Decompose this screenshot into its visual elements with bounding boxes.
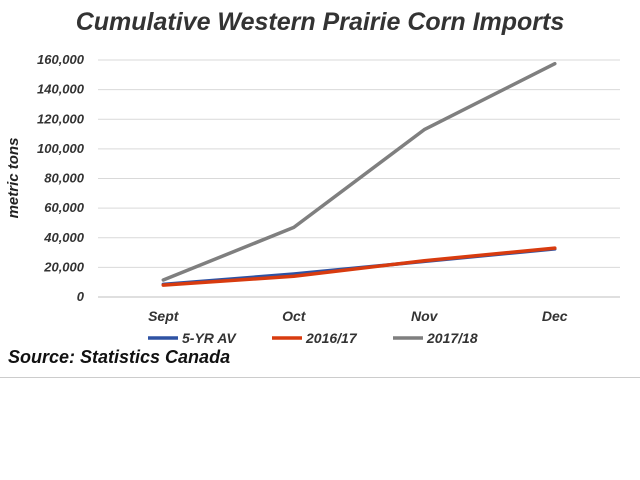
y-tick-label: 120,000 bbox=[37, 111, 85, 126]
x-tick-label: Dec bbox=[542, 308, 568, 324]
legend: 5-YR AV 2016/17 2017/18 bbox=[148, 330, 478, 346]
legend-label: 2017/18 bbox=[426, 330, 478, 346]
series-line-2016-17 bbox=[161, 246, 557, 287]
x-tick-label: Oct bbox=[282, 308, 307, 324]
y-tick-label: 20,000 bbox=[43, 259, 85, 274]
legend-label: 5-YR AV bbox=[182, 330, 237, 346]
y-tick-label: 160,000 bbox=[37, 52, 85, 67]
y-tick-labels: 0 20,000 40,000 60,000 80,000 100,000 120,000 1… bbox=[37, 52, 85, 304]
chart-title: Cumulative Western Prairie Corn Imports bbox=[75, 8, 565, 36]
series-line-2017-18 bbox=[161, 61, 557, 282]
source-note: Source: Statistics Canada bbox=[8, 347, 231, 367]
y-tick-label: 40,000 bbox=[43, 230, 85, 245]
y-tick-label: 60,000 bbox=[44, 200, 85, 215]
x-tick-labels: Sept Oct Nov Dec bbox=[148, 308, 568, 324]
y-axis-label: metric tons bbox=[5, 138, 22, 219]
x-tick-label: Nov bbox=[411, 308, 439, 324]
legend-label: 2016/17 bbox=[305, 330, 358, 346]
y-tick-label: 100,000 bbox=[37, 141, 85, 156]
series-lines bbox=[161, 61, 557, 287]
divider bbox=[0, 377, 640, 378]
y-tick-label: 80,000 bbox=[44, 171, 85, 186]
y-tick-label: 0 bbox=[77, 289, 85, 304]
gridlines bbox=[98, 59, 620, 268]
x-tick-label: Sept bbox=[148, 308, 180, 324]
y-tick-label: 140,000 bbox=[37, 82, 85, 97]
